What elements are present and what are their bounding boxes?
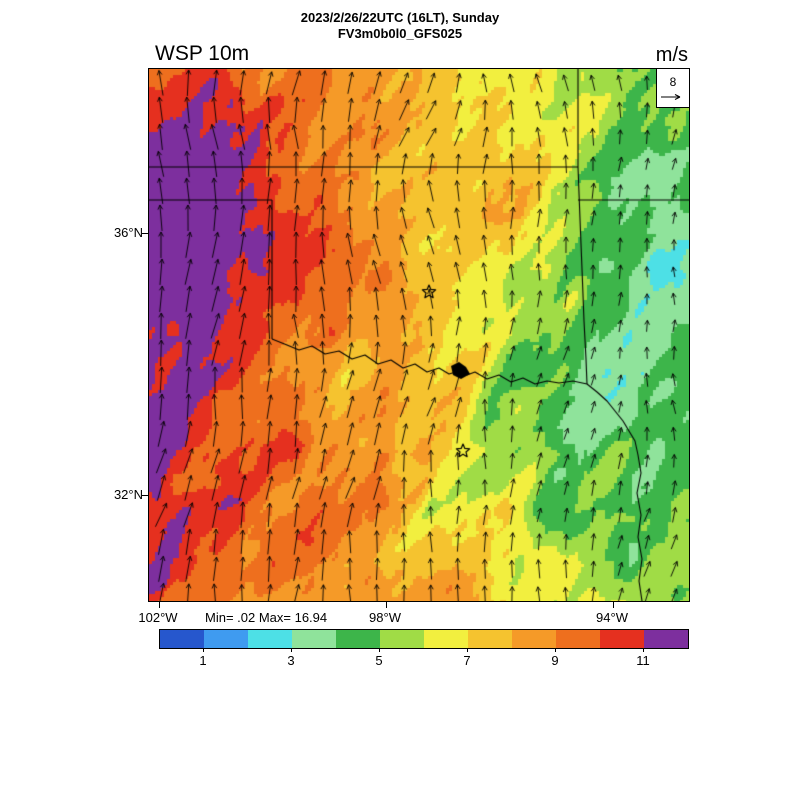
reference-arrow-icon (661, 93, 681, 100)
axis-tick-lat-36 (142, 233, 148, 234)
colorbar-tick-label: 7 (463, 653, 471, 668)
colorbar-segment (512, 630, 556, 648)
colorbar-segment (336, 630, 380, 648)
lon-label-98w: 98°W (369, 610, 401, 625)
reference-vector-box: 8 (656, 69, 689, 108)
axis-tick-lon-98 (386, 602, 387, 608)
axis-tick-lat-32 (142, 495, 148, 496)
lat-label-36n: 36°N (113, 225, 143, 240)
colorbar-tick-label: 11 (636, 653, 650, 668)
map-area: 8 (142, 68, 690, 608)
field-label: WSP 10m (155, 42, 250, 65)
colorbar-segment (468, 630, 512, 648)
min-max-label: Min= .02 Max= 16.94 (205, 610, 328, 625)
colorbar-segment (248, 630, 292, 648)
units-label: m/s (655, 44, 688, 66)
axis-tick-lon-94 (613, 602, 614, 608)
colorbar-segment (600, 630, 644, 648)
lon-label-102w: 102°W (138, 610, 178, 625)
colorbar-ticks: 1 3 5 7 9 11 (159, 648, 687, 672)
colorbar-tick-label: 5 (375, 653, 383, 668)
lon-label-94w: 94°W (596, 610, 628, 625)
colorbar-tick (467, 648, 468, 652)
colorbar-segment (556, 630, 600, 648)
colorbar-segment (424, 630, 468, 648)
colorbar-tick-label: 1 (199, 653, 207, 668)
colorbar-tick (203, 648, 204, 652)
colorbar-tick (291, 648, 292, 652)
lat-label-32n: 32°N (113, 487, 143, 502)
colorbar-segment (380, 630, 424, 648)
colorbar-segment (644, 630, 688, 648)
colorbar-segment (160, 630, 204, 648)
plot-title-model: FV3m0b0l0_GFS025 (337, 26, 463, 41)
plot-title-date: 2023/2/26/22UTC (16LT), Sunday (300, 10, 500, 25)
colorbar-tick (643, 648, 644, 652)
reference-vector-value: 8 (669, 74, 677, 89)
colorbar-segment (292, 630, 336, 648)
colorbar-segment (204, 630, 248, 648)
colorbar-tick (555, 648, 556, 652)
colorbar-tick (379, 648, 380, 652)
colorbar-tick-label: 3 (287, 653, 295, 668)
colorbar-tick-label: 9 (551, 653, 559, 668)
colorbar (159, 629, 689, 649)
axis-tick-lon-102 (159, 602, 160, 608)
wind-speed-field-canvas (149, 69, 689, 601)
